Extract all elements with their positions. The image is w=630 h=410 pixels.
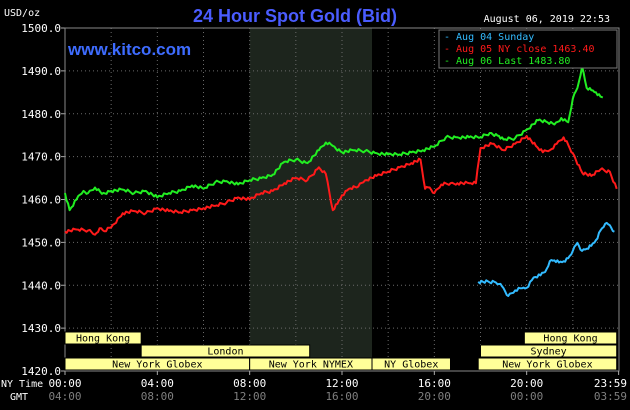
y-axis-label: USD/oz xyxy=(4,8,40,19)
session-bar xyxy=(480,344,618,358)
x-tick-label: 12:00 xyxy=(325,377,358,390)
x-tick-label: 08:00 xyxy=(233,377,266,390)
nymex-hours-shading xyxy=(249,28,373,371)
session-label: NY Globex xyxy=(384,360,438,371)
x-tick-label: 00:00 xyxy=(48,377,81,390)
session-label: New York NYMEX xyxy=(269,360,353,371)
session-bar xyxy=(523,331,618,345)
y-tick-label: 1490.0 xyxy=(21,65,61,78)
trading-sessions: Hong Kong London New York Globex New York N… xyxy=(64,331,618,371)
session-label: Hong Kong xyxy=(76,334,130,345)
session-label: Sydney xyxy=(531,347,567,358)
chart-title: 24 Hour Spot Gold (Bid) xyxy=(193,6,397,26)
session-label: New York Globex xyxy=(502,360,592,371)
x-tick-label-gmt: 08:00 xyxy=(141,390,174,403)
x-tick-label-gmt: 00:00 xyxy=(510,390,543,403)
site-watermark: www.kitco.com xyxy=(67,40,191,59)
y-tick-label: 1450.0 xyxy=(21,236,61,249)
y-tick-label: 1470.0 xyxy=(21,151,61,164)
y-tick-label: 1480.0 xyxy=(21,108,61,121)
chart-datetime: August 06, 2019 22:53 xyxy=(484,14,610,25)
x-tick-label-gmt: 16:00 xyxy=(325,390,358,403)
ny-time-row-label: NY Time xyxy=(1,379,43,390)
x-tick-label: 16:00 xyxy=(418,377,451,390)
y-tick-label: 1500.0 xyxy=(21,22,61,35)
gmt-row-label: GMT xyxy=(10,392,28,403)
session-label: New York Globex xyxy=(112,360,202,371)
x-tick-label-gmt: 04:00 xyxy=(48,390,81,403)
series-line xyxy=(64,65,604,212)
x-tick-label-gmt: 12:00 xyxy=(233,390,266,403)
session-bar xyxy=(64,331,142,345)
session-bar xyxy=(371,357,451,371)
y-tick-label: 1440.0 xyxy=(21,279,61,292)
legend-entry: - Aug 04 Sunday xyxy=(444,32,534,43)
x-tick-label: 20:00 xyxy=(510,377,543,390)
series-lines xyxy=(64,65,618,297)
series-line xyxy=(477,221,615,297)
session-bar xyxy=(140,344,311,358)
session-label: Hong Kong xyxy=(543,334,597,345)
y-axis-ticks: 1500.0 1490.0 1480.0 1470.0 1460.0 1450.0 1440… xyxy=(21,22,61,378)
legend: - Aug 04 Sunday- Aug 05 NY close 1463.40… xyxy=(438,29,618,69)
legend-box xyxy=(438,29,618,69)
y-tick-label: 1430.0 xyxy=(21,322,61,335)
x-tick-label: 23:59 xyxy=(594,377,627,390)
y-tick-label: 1460.0 xyxy=(21,194,61,207)
x-tick-label-gmt: 20:00 xyxy=(418,390,451,403)
y-tick-label: 1420.0 xyxy=(21,365,61,378)
series-line xyxy=(64,135,618,236)
x-tick-label: 04:00 xyxy=(141,377,174,390)
legend-entry: - Aug 06 Last 1483.80 xyxy=(444,56,570,67)
x-tick-label-gmt: 03:59 xyxy=(594,390,627,403)
session-label: London xyxy=(207,347,243,358)
x-axis-ticks: 00:0004:0004:0008:0008:0012:0012:0016:00… xyxy=(48,371,627,403)
legend-entry: - Aug 05 NY close 1463.40 xyxy=(444,44,595,55)
session-bar xyxy=(477,357,618,371)
